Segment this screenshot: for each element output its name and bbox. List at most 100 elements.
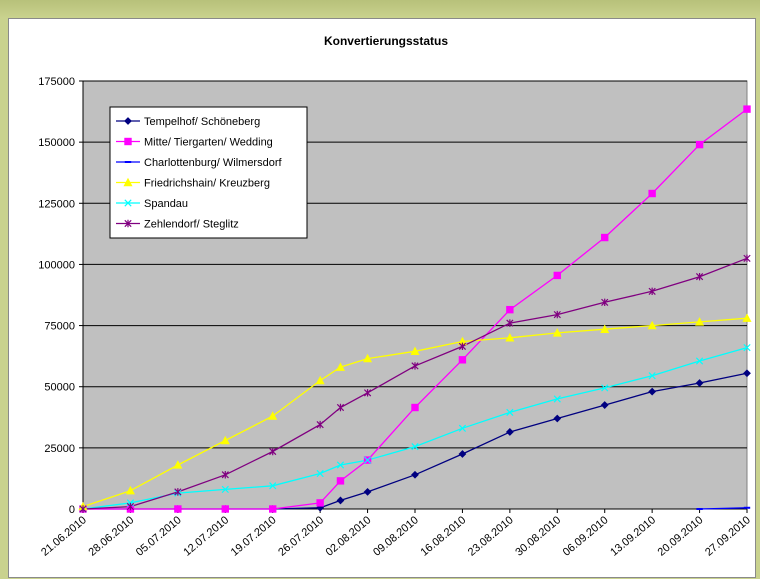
- data-point: [336, 461, 345, 469]
- legend-entry: Zehlendorf/ Steglitz: [144, 219, 239, 231]
- data-point: [268, 411, 278, 420]
- data-point: [363, 389, 372, 397]
- x-tick-label: 13.09.2010: [608, 514, 658, 559]
- data-point: [221, 471, 229, 479]
- data-point: [600, 401, 609, 409]
- x-tick-label: 19.07.2010: [229, 514, 279, 559]
- data-point: [695, 317, 705, 326]
- data-point: [363, 487, 372, 496]
- data-point: [458, 424, 467, 432]
- data-point: [269, 447, 277, 456]
- data-point: [221, 505, 229, 513]
- legend-entry: Mitte/ Tiergarten/ Wedding: [144, 137, 273, 149]
- data-point: [124, 117, 132, 125]
- legend: [109, 106, 308, 239]
- data-point: [220, 435, 230, 445]
- data-point: [79, 505, 87, 513]
- x-tick-label: 30.08.2010: [513, 514, 563, 559]
- data-point: [335, 362, 346, 371]
- data-point: [458, 356, 467, 364]
- y-tick-label: 25000: [44, 443, 75, 455]
- data-point: [410, 346, 420, 355]
- data-point: [315, 375, 325, 385]
- data-point: [173, 460, 183, 469]
- y-tick-label: 0: [69, 504, 75, 516]
- data-point: [124, 137, 132, 146]
- x-tick-label: 12.07.2010: [181, 514, 231, 559]
- data-point: [316, 420, 324, 429]
- data-point: [174, 488, 182, 496]
- y-tick-label: 150000: [38, 137, 75, 149]
- data-point: [411, 403, 419, 412]
- data-point: [124, 219, 132, 228]
- data-point: [647, 320, 657, 330]
- data-point: [411, 362, 419, 370]
- data-point: [336, 477, 345, 485]
- legend-entry: Spandau: [144, 198, 188, 210]
- x-tick-label: 05.07.2010: [134, 514, 184, 559]
- data-point: [411, 470, 419, 479]
- data-point: [125, 485, 135, 495]
- x-tick-label: 06.09.2010: [561, 514, 611, 559]
- x-tick-label: 02.08.2010: [324, 514, 374, 559]
- data-point: [553, 271, 561, 280]
- y-tick-label: 50000: [44, 382, 75, 394]
- data-point: [316, 499, 324, 507]
- data-point: [269, 505, 277, 513]
- data-point: [363, 456, 372, 464]
- x-tick-label: 09.08.2010: [371, 514, 421, 559]
- data-point: [552, 328, 562, 337]
- data-point: [601, 384, 609, 392]
- x-tick-label: 16.08.2010: [418, 514, 468, 559]
- y-tick-label: 175000: [38, 76, 75, 88]
- series-line: [82, 257, 748, 510]
- data-point: [553, 310, 561, 319]
- data-point: [648, 189, 656, 198]
- data-point: [506, 319, 514, 327]
- data-point: [695, 357, 704, 365]
- line-chart: Konvertierungsstatus 0 25000 50000 75000 100…: [38, 34, 753, 559]
- data-point: [648, 372, 656, 380]
- series-line: [82, 346, 748, 510]
- data-point: [695, 272, 704, 281]
- chart-area: Konvertierungsstatus 0 25000 50000 75000 100…: [8, 18, 756, 578]
- x-tick-label: 27.09.2010: [703, 514, 753, 559]
- y-tick-label: 75000: [44, 321, 75, 333]
- data-point: [411, 443, 419, 451]
- data-point: [316, 469, 324, 478]
- data-point: [743, 343, 751, 352]
- data-point: [553, 395, 561, 403]
- data-point: [126, 502, 135, 511]
- data-point: [336, 403, 345, 412]
- series-line: [699, 507, 748, 510]
- data-point: [743, 105, 751, 113]
- data-point: [600, 324, 610, 333]
- legend-entry: Tempelhof/ Schöneberg: [144, 116, 260, 128]
- data-point: [174, 505, 182, 513]
- data-point: [458, 342, 467, 351]
- x-tick-label: 23.08.2010: [466, 514, 516, 559]
- chart-title: Konvertierungsstatus: [324, 34, 448, 48]
- data-point: [336, 496, 345, 505]
- data-point: [124, 199, 132, 207]
- slide-header-band: [0, 0, 760, 18]
- data-point: [505, 333, 515, 342]
- data-point: [743, 369, 751, 378]
- y-tick-label: 100000: [38, 259, 75, 271]
- legend-entry: Friedrichshain/ Kreuzberg: [144, 178, 270, 190]
- data-point: [506, 305, 514, 314]
- series-line: [82, 317, 748, 508]
- data-point: [506, 408, 514, 417]
- data-point: [601, 298, 609, 307]
- data-point: [742, 313, 752, 322]
- data-point: [458, 450, 467, 458]
- data-point: [743, 254, 751, 263]
- data-point: [695, 379, 704, 387]
- data-point: [648, 287, 656, 296]
- data-point: [505, 428, 514, 436]
- data-point: [221, 485, 229, 494]
- x-tick-label: 28.06.2010: [86, 514, 136, 559]
- x-tick-label: 20.09.2010: [656, 514, 706, 559]
- x-tick-label: 21.06.2010: [39, 514, 89, 559]
- data-point: [695, 140, 704, 149]
